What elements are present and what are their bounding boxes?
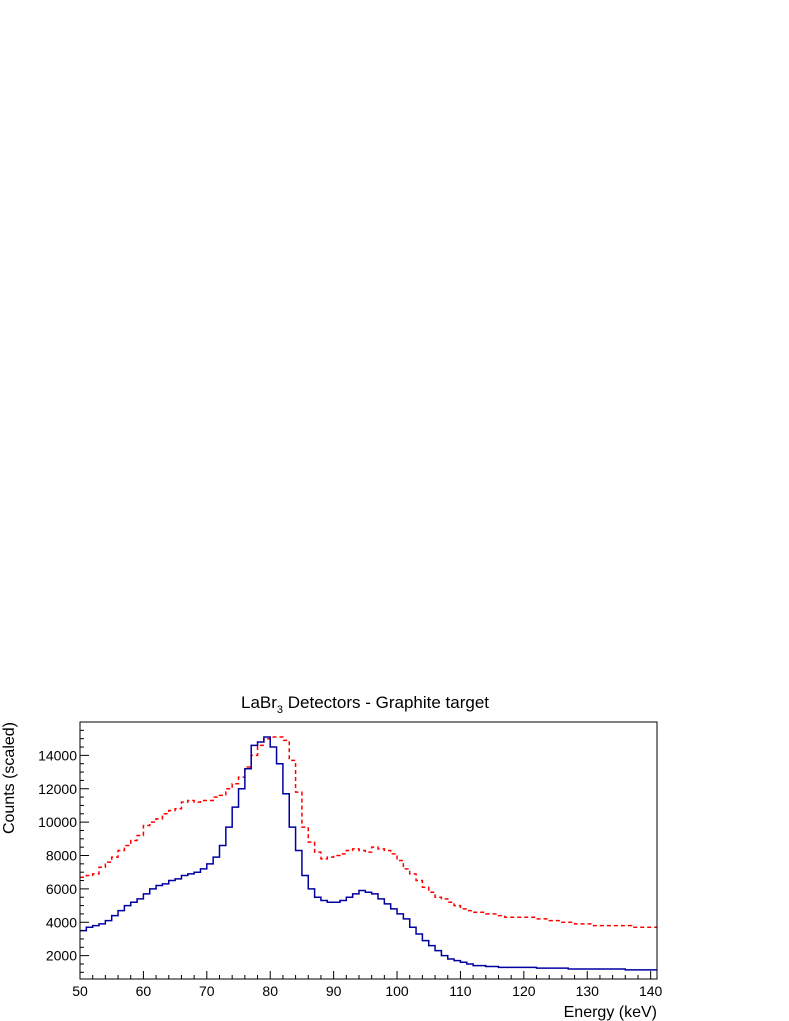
y-tick-label: 12000 bbox=[38, 781, 77, 797]
x-tick-label: 120 bbox=[512, 983, 536, 999]
x-tick-label: 80 bbox=[262, 983, 278, 999]
series-layer bbox=[80, 736, 657, 971]
x-tick-label: 50 bbox=[72, 983, 88, 999]
plot-frame bbox=[79, 721, 658, 980]
ticks-layer: 50 60 70 80 90 100 110 120 130 140 2000 4000 6000 800… bbox=[38, 721, 663, 999]
y-tick-label: 4000 bbox=[46, 914, 77, 930]
chart-title: LaBr3 Detectors - Graphite target bbox=[241, 693, 489, 716]
series-line-2 bbox=[80, 736, 657, 971]
y-tick-label: 10000 bbox=[38, 814, 77, 830]
x-tick-label: 70 bbox=[199, 983, 215, 999]
chart-title-subscript: 3 bbox=[277, 704, 283, 716]
x-tick-label: 60 bbox=[136, 983, 152, 999]
x-tick-label: 100 bbox=[385, 983, 409, 999]
x-tick-label: 140 bbox=[639, 983, 663, 999]
chart-title-suffix: Detectors - Graphite target bbox=[283, 693, 489, 712]
x-tick-label: 90 bbox=[326, 983, 342, 999]
x-tick-label: 130 bbox=[576, 983, 600, 999]
y-tick-label: 2000 bbox=[46, 948, 77, 964]
series-line-1 bbox=[80, 736, 657, 929]
x-tick-label: 110 bbox=[449, 983, 472, 999]
x-axis-label: Energy (keV) bbox=[564, 1004, 657, 1021]
chart-title-prefix: LaBr bbox=[241, 693, 277, 712]
y-tick-label: 8000 bbox=[46, 848, 77, 864]
y-tick-label: 6000 bbox=[46, 881, 77, 897]
y-axis-label: Counts (scaled) bbox=[1, 722, 18, 834]
y-tick-label: 14000 bbox=[38, 747, 77, 763]
